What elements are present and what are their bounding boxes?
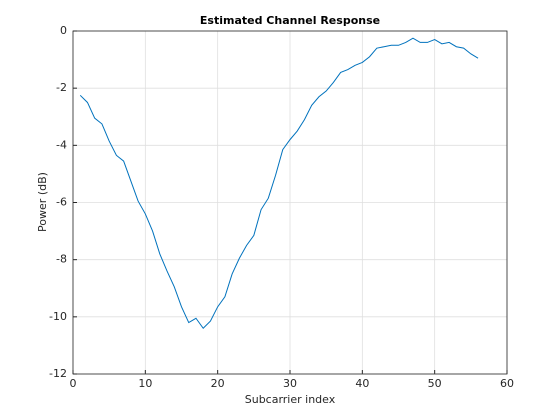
x-tick-label: 60 bbox=[500, 377, 514, 390]
y-tick-label: -4 bbox=[56, 138, 67, 151]
x-axis-label: Subcarrier index bbox=[245, 393, 336, 406]
plot-frame bbox=[72, 30, 508, 375]
x-tick-label: 30 bbox=[283, 377, 297, 390]
line-series bbox=[79, 37, 479, 330]
y-tick-label: -6 bbox=[56, 196, 67, 209]
x-tick-label: 10 bbox=[138, 377, 152, 390]
y-tick-label: -10 bbox=[49, 310, 67, 323]
y-tick-label: 0 bbox=[60, 24, 67, 37]
x-tick-label: 50 bbox=[428, 377, 442, 390]
y-tick-label: -8 bbox=[56, 253, 67, 266]
x-tick-label: 20 bbox=[211, 377, 225, 390]
chart-title: Estimated Channel Response bbox=[200, 14, 380, 27]
x-tick-label: 0 bbox=[70, 377, 77, 390]
x-tick-label: 40 bbox=[355, 377, 369, 390]
y-tick-label: -2 bbox=[56, 81, 67, 94]
y-axis-label: Power (dB) bbox=[36, 172, 49, 232]
y-tick-label: -12 bbox=[49, 367, 67, 380]
